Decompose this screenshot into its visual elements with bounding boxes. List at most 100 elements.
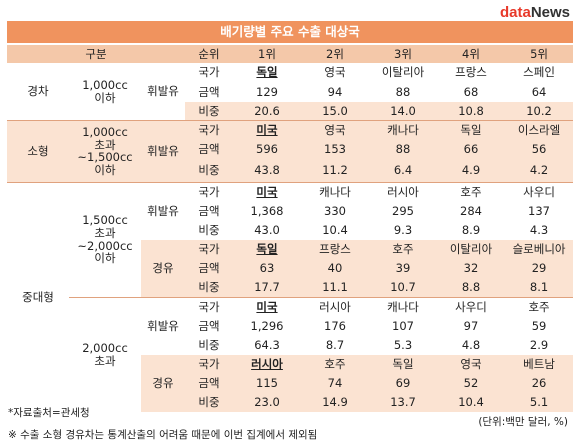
amount-cell: 69 — [395, 376, 411, 391]
country-cell: 캐나다 — [387, 299, 419, 314]
share-cell: 10.7 — [369, 278, 437, 298]
share-cell: 4.8 — [461, 337, 481, 352]
header-rank-2: 2위 — [301, 44, 369, 64]
country-cell: 스페인 — [523, 65, 555, 80]
segment-midlarge-cc1: 1,500cc 초과 ~2,000cc 이하 — [69, 182, 141, 298]
block-1-country-row: 소형 1,000cc 초과 ~1,500cc 이하 휘발유 국가 미국 영국 캐… — [7, 120, 574, 183]
fuel-midlarge-diesel-2: 경유 — [141, 354, 185, 413]
segment-midlarge: 중대형 — [7, 182, 69, 413]
label-share: 비중 — [185, 278, 233, 298]
amount-cell: 94 — [327, 84, 343, 99]
logo-part-a: data — [499, 4, 531, 21]
header-rank: 순위 — [185, 44, 233, 64]
segment-small-cc: 1,000cc 초과 ~1,500cc 이하 — [69, 120, 141, 183]
country-cell: 영국 — [324, 123, 346, 138]
share-cell: 4.3 — [529, 222, 549, 237]
label-share: 비중 — [198, 337, 220, 352]
amount-cell: 64 — [531, 84, 547, 99]
amount-cell: 330 — [324, 203, 346, 218]
amount-cell: 88 — [395, 84, 411, 99]
share-cell: 9.3 — [393, 222, 413, 237]
label-country: 국가 — [198, 241, 220, 256]
country-cell: 호주 — [392, 241, 414, 256]
country-cell: 독일 — [460, 123, 482, 138]
country-cell: 프랑스 — [319, 241, 351, 256]
share-cell: 17.7 — [233, 278, 301, 298]
amount-cell: 1,296 — [250, 318, 284, 333]
country-cell: 영국 — [324, 65, 346, 80]
header-row: 구분 순위 1위 2위 3위 4위 5위 — [7, 44, 574, 64]
block-3-country-row: 경유 국가 독일 프랑스 호주 이탈리아 슬로베니아 — [7, 239, 574, 298]
amount-cell: 29 — [531, 261, 547, 276]
country-cell: 러시아 — [319, 299, 351, 314]
fuel-small: 휘발유 — [141, 120, 185, 183]
country-cell: 사우디 — [523, 184, 555, 199]
country-cell: 이탈리아 — [381, 65, 425, 80]
share-cell: 10.8 — [437, 101, 505, 122]
amount-cell: 107 — [392, 318, 414, 333]
share-cell: 43.0 — [254, 222, 280, 237]
country-cell: 호주 — [324, 357, 346, 372]
amount-cell: 66 — [463, 142, 479, 157]
share-cell: 11.1 — [301, 278, 369, 298]
country-cell: 이탈리아 — [449, 241, 493, 256]
country-cell: 독일 — [256, 65, 278, 80]
amount-cell: 56 — [531, 142, 547, 157]
share-cell: 4.9 — [437, 159, 505, 183]
label-share: 비중 — [185, 159, 233, 183]
share-cell: 23.0 — [254, 395, 280, 410]
label-amount: 금액 — [198, 376, 220, 391]
share-cell: 10.2 — [505, 101, 574, 122]
amount-cell: 40 — [327, 261, 343, 276]
label-amount: 금액 — [198, 318, 220, 333]
share-cell: 43.8 — [233, 159, 301, 183]
share-cell: 8.1 — [505, 278, 574, 298]
footer-note: ※ 수출 소형 경유차는 통계산출의 어려움 때문에 이번 집계에서 제외됨 — [8, 429, 318, 441]
footer-unit: (단위:백만 달러, %) — [478, 416, 568, 428]
country-cell: 캐나다 — [319, 184, 351, 199]
country-cell: 영국 — [460, 357, 482, 372]
share-cell: 10.4 — [458, 395, 484, 410]
label-country: 국가 — [198, 357, 220, 372]
amount-cell: 52 — [463, 376, 479, 391]
fuel-light: 휘발유 — [141, 63, 185, 122]
label-amount: 금액 — [198, 203, 220, 218]
label-country: 국가 — [198, 299, 220, 314]
logo-part-b: News — [530, 4, 570, 21]
label-share: 비중 — [185, 101, 233, 122]
table-title: 배기량별 주요 수출 대상국 — [7, 21, 574, 45]
country-cell: 미국 — [256, 123, 278, 138]
share-cell: 13.7 — [390, 395, 416, 410]
share-cell: 14.0 — [369, 101, 437, 122]
label-amount: 금액 — [198, 142, 220, 157]
amount-cell: 129 — [256, 84, 278, 99]
header-rank-5: 5위 — [505, 44, 574, 64]
share-cell: 14.9 — [322, 395, 348, 410]
country-cell: 러시아 — [251, 357, 283, 372]
country-cell: 사우디 — [455, 299, 487, 314]
country-cell: 독일 — [256, 241, 278, 256]
header-rank-1: 1위 — [233, 44, 301, 64]
label-share: 비중 — [198, 395, 220, 410]
amount-cell: 1,368 — [250, 203, 284, 218]
segment-light: 경차 — [7, 63, 69, 122]
amount-cell: 97 — [463, 318, 479, 333]
amount-cell: 74 — [327, 376, 343, 391]
segment-light-cc: 1,000cc 이하 — [69, 63, 141, 122]
share-cell: 8.9 — [461, 222, 481, 237]
country-cell: 호주 — [460, 184, 482, 199]
header-rank-4: 4위 — [437, 44, 505, 64]
label-country: 국가 — [198, 184, 220, 199]
amount-cell: 32 — [463, 261, 479, 276]
share-cell: 2.9 — [529, 337, 549, 352]
segment-small: 소형 — [7, 120, 69, 183]
amount-cell: 63 — [259, 261, 275, 276]
block-0-country-row: 경차 1,000cc 이하 휘발유 국가 독일 영국 이탈리아 프랑스 스페인 — [7, 63, 574, 122]
country-cell: 독일 — [392, 357, 414, 372]
fuel-midlarge-gas-1: 휘발유 — [141, 182, 185, 240]
datanews-logo: dataNews — [500, 4, 570, 22]
footer-source: *자료출처=관세청 — [8, 407, 90, 419]
share-cell: 64.3 — [254, 337, 280, 352]
label-amount: 금액 — [198, 261, 220, 276]
amount-cell: 137 — [528, 203, 550, 218]
